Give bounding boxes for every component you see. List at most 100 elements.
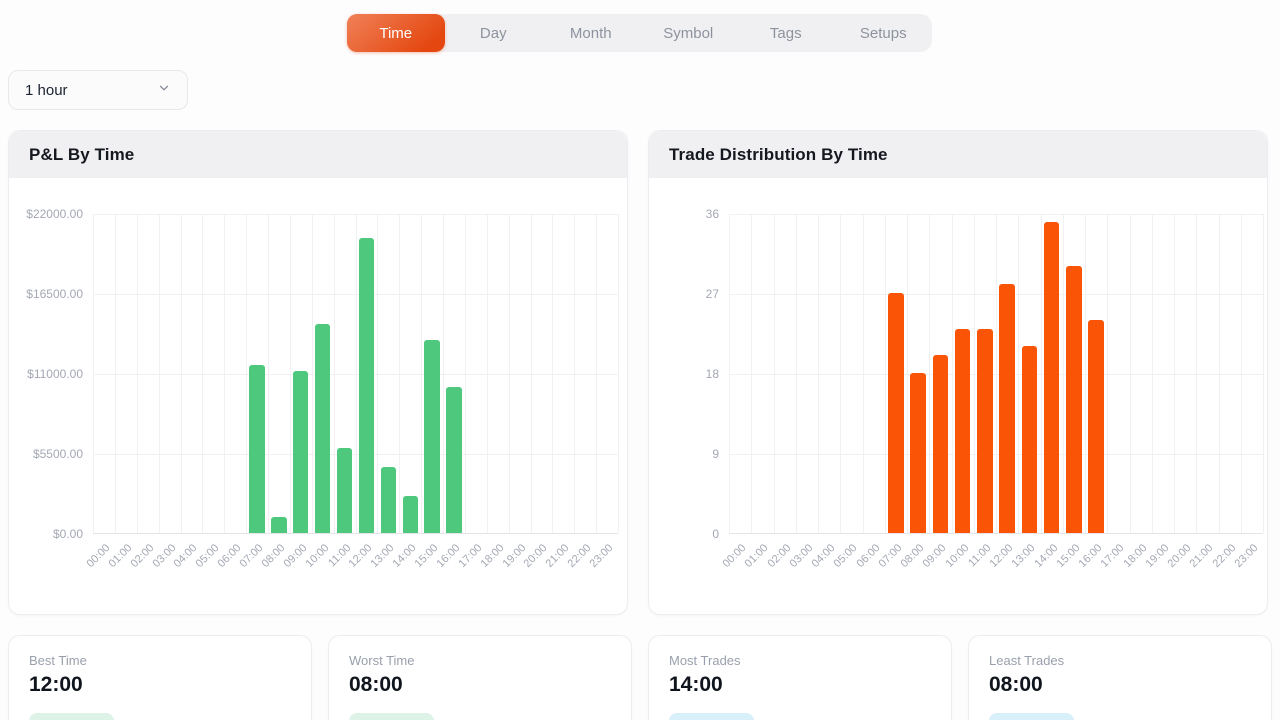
x-axis-tick-label: 17:00: [1098, 542, 1127, 570]
gridline-vertical: [951, 214, 953, 533]
x-axis-tick-label: 04:00: [809, 542, 838, 570]
bar-16:00[interactable]: [446, 386, 462, 533]
gridline-vertical: [508, 214, 510, 533]
stat-label: Most Trades: [669, 653, 741, 668]
tab-month[interactable]: Month: [542, 14, 640, 52]
x-axis-tick-label: 12:00: [346, 542, 375, 570]
x-axis-tick-label: 16:00: [434, 542, 463, 570]
gridline-vertical: [596, 214, 598, 533]
gridline-vertical: [464, 214, 466, 533]
gridline-vertical: [552, 214, 554, 533]
x-axis-tick-label: 19:00: [500, 542, 529, 570]
x-axis-tick-label: 00:00: [720, 542, 749, 570]
gridline-vertical: [773, 214, 775, 533]
stat-label: Worst Time: [349, 653, 415, 668]
tab-symbol[interactable]: Symbol: [640, 14, 738, 52]
x-axis-tick-label: 13:00: [368, 542, 397, 570]
gridline-vertical: [486, 214, 488, 533]
gridline-vertical: [399, 214, 401, 533]
gridline-vertical: [1263, 214, 1264, 533]
bar-07:00[interactable]: [249, 365, 265, 533]
stat-label: Best Time: [29, 653, 87, 668]
stat-card-worst-time: Worst Time 08:00: [328, 635, 632, 720]
bar-13:00[interactable]: [380, 466, 396, 533]
x-axis-tick-label: 02:00: [128, 542, 157, 570]
x-axis-tick-label: 14:00: [1032, 542, 1061, 570]
bar-16:00[interactable]: [1088, 319, 1104, 533]
gridline-vertical: [862, 214, 864, 533]
bar-10:00[interactable]: [315, 324, 331, 533]
gridline-vertical: [1151, 214, 1153, 533]
gridline-vertical: [311, 214, 313, 533]
bar-13:00[interactable]: [1021, 346, 1038, 533]
stat-value: 12:00: [29, 673, 83, 696]
x-axis-tick-label: 22:00: [1210, 542, 1239, 570]
y-axis-tick-label: 27: [705, 287, 719, 301]
gridline-horizontal: [93, 214, 618, 215]
stat-badge: [349, 713, 434, 720]
bar-12:00[interactable]: [358, 238, 375, 533]
x-axis-tick-label: 09:00: [281, 542, 310, 570]
gridline-vertical: [795, 214, 797, 533]
tab-day[interactable]: Day: [445, 14, 543, 52]
x-axis-tick-label: 15:00: [1054, 542, 1083, 570]
x-axis-tick-label: 23:00: [587, 542, 616, 570]
x-axis-tick-label: 12:00: [987, 542, 1016, 570]
gridline-vertical: [1196, 214, 1198, 533]
tab-setups[interactable]: Setups: [835, 14, 933, 52]
x-axis-tick-label: 21:00: [1187, 542, 1216, 570]
bar-09:00[interactable]: [932, 355, 949, 533]
panel-header: P&L By Time: [9, 131, 627, 178]
bar-10:00[interactable]: [954, 328, 971, 533]
gridline-vertical: [1107, 214, 1109, 533]
interval-select[interactable]: 1 hour: [8, 70, 188, 110]
x-axis-tick-label: 21:00: [543, 542, 572, 570]
x-axis-tick-label: 10:00: [303, 542, 332, 570]
panel-title: P&L By Time: [29, 144, 135, 164]
x-axis-tick-label: 23:00: [1232, 542, 1261, 570]
bar-09:00[interactable]: [293, 370, 309, 533]
tab-tags[interactable]: Tags: [737, 14, 835, 52]
bar-07:00[interactable]: [888, 293, 904, 533]
bar-14:00[interactable]: [402, 495, 418, 533]
panel-title: Trade Distribution By Time: [669, 144, 888, 164]
gridline-horizontal: [729, 214, 1263, 215]
gridline-vertical: [1129, 214, 1131, 533]
y-axis-tick-label: $5500.00: [32, 447, 83, 461]
x-axis-tick-label: 03:00: [787, 542, 816, 570]
gridline-horizontal: [93, 294, 618, 295]
bar-08:00[interactable]: [271, 517, 287, 533]
stat-value: 08:00: [989, 673, 1043, 696]
bar-15:00[interactable]: [1066, 266, 1082, 533]
x-axis-tick-label: 08:00: [898, 542, 927, 570]
bar-12:00[interactable]: [999, 284, 1015, 533]
x-axis-tick-label: 20:00: [1165, 542, 1194, 570]
bar-08:00[interactable]: [910, 373, 926, 533]
gridline-vertical: [377, 214, 379, 533]
gridline-vertical: [136, 214, 138, 533]
tab-time[interactable]: Time: [347, 14, 445, 52]
gridline-vertical: [1040, 214, 1042, 533]
gridline-vertical: [1018, 214, 1020, 533]
bar-11:00[interactable]: [977, 328, 993, 533]
x-axis-tick-label: 03:00: [150, 542, 179, 570]
gridline-vertical: [93, 214, 94, 533]
x-axis-tick-label: 18:00: [1121, 542, 1150, 570]
gridline-vertical: [1240, 214, 1242, 533]
y-axis-tick-label: $16500.00: [26, 287, 83, 301]
interval-selected-value: 1 hour: [25, 81, 68, 99]
x-axis-tick-label: 06:00: [215, 542, 244, 570]
trade-distribution-chart: 36 27 18 9 0 00:00 01:00 02:00 03:00 04:00 05:00 06…: [649, 178, 1267, 614]
gridline-vertical: [333, 214, 335, 533]
plot-area: [93, 214, 619, 534]
x-axis-tick-label: 19:00: [1143, 542, 1172, 570]
bar-14:00[interactable]: [1043, 221, 1060, 533]
stat-badge: [669, 713, 754, 720]
gridline-horizontal: [729, 294, 1263, 295]
bar-15:00[interactable]: [424, 340, 440, 533]
gridline-vertical: [818, 214, 819, 533]
x-axis-tick-label: 13:00: [1009, 542, 1038, 570]
bar-11:00[interactable]: [336, 447, 353, 533]
gridline-vertical: [114, 214, 116, 533]
gridline-vertical: [1062, 214, 1064, 533]
